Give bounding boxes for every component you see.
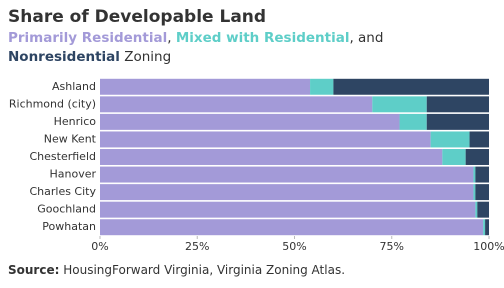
bar-segment (485, 219, 489, 236)
y-tick-label: Ashland (52, 80, 96, 93)
y-tick-label: Richmond (city) (9, 97, 96, 110)
legend-label: Mixed with Residential (176, 30, 350, 46)
x-tick-label: 75% (380, 240, 404, 253)
bar-segment (333, 78, 489, 95)
subtitle-line: Nonresidential Zoning (8, 49, 171, 65)
y-tick-label: Goochland (37, 203, 96, 216)
subtitle-line: Primarily Residential, Mixed with Reside… (8, 30, 383, 46)
bar-segment (100, 201, 476, 218)
y-tick-label: New Kent (44, 132, 97, 145)
bar-segment (100, 78, 311, 95)
bar-segment (465, 149, 489, 165)
bar-segment (426, 113, 489, 130)
bar-segment (483, 219, 486, 236)
bar-segment (475, 184, 489, 201)
x-tick-label: 0% (91, 240, 108, 253)
bar-segment (100, 184, 474, 201)
bar-segment (442, 149, 466, 165)
bar-segment (100, 166, 474, 183)
source-text: HousingForward Virginia, Virginia Zoning… (63, 263, 345, 277)
bar-segment (473, 184, 476, 201)
bar-segment (310, 78, 334, 95)
bar-segment (473, 166, 476, 183)
y-tick-label: Hanover (49, 168, 96, 181)
x-tick-label: 100% (473, 240, 504, 253)
subtitle-text: , and (349, 30, 383, 46)
bar-segment (430, 131, 470, 148)
bar-segment (475, 166, 489, 183)
x-tick-label: 25% (185, 240, 209, 253)
subtitle-text: Zoning (124, 49, 171, 65)
source-line: Source: HousingForward Virginia, Virgini… (8, 263, 345, 277)
legend-label: Nonresidential (8, 49, 120, 65)
y-tick-label: Powhatan (42, 220, 96, 233)
bar-segment (100, 113, 400, 130)
bar-segment (100, 131, 431, 148)
plot-area: 0% 25% 50% 75% 100% Ashland Richmond (city) Hen… (9, 78, 504, 253)
y-tick-label: Chesterfield (30, 150, 97, 163)
source-label: Source: (8, 263, 59, 277)
x-tick-label: 50% (282, 240, 306, 253)
subtitle-text: , (167, 30, 176, 46)
bar-segment (399, 113, 427, 130)
bar-segment (100, 149, 443, 165)
chart-title: Share of Developable Land (8, 7, 266, 27)
bar-segment (100, 96, 373, 113)
y-tick-label: Charles City (29, 185, 96, 198)
bar-segment (477, 201, 489, 218)
bar-segment (372, 96, 427, 113)
bar-segment (426, 96, 489, 113)
legend-label: Primarily Residential (8, 30, 167, 46)
bar-segment (469, 131, 489, 148)
bar-segment (475, 201, 478, 218)
y-tick-label: Henrico (54, 115, 97, 128)
bar-segment (100, 219, 484, 236)
